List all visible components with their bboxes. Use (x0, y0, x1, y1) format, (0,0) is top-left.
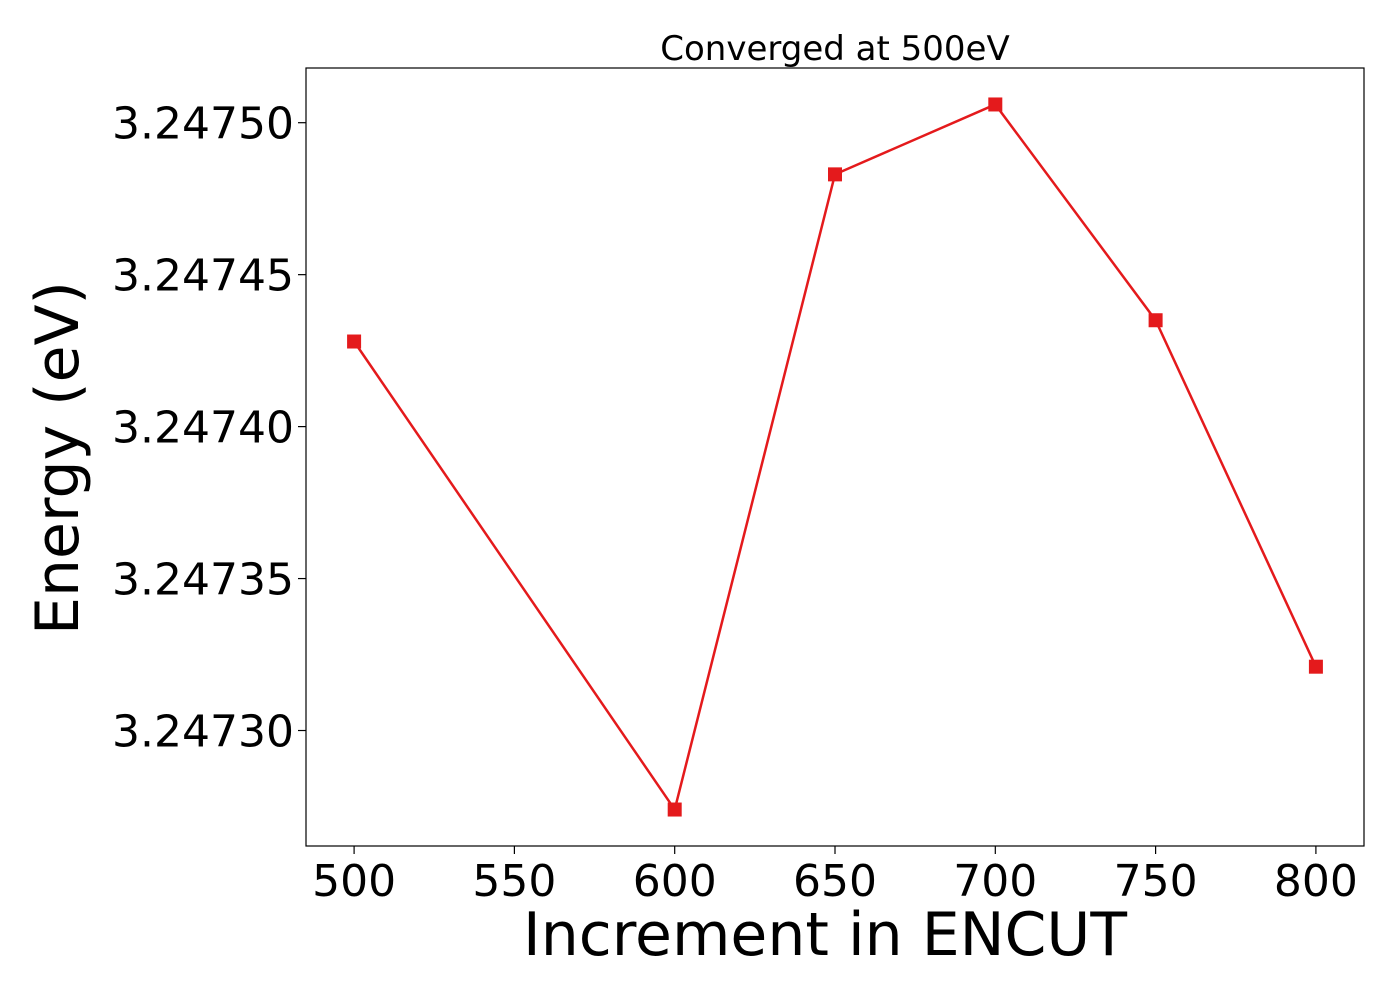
x-axis-label: Increment in ENCUT (523, 900, 1127, 970)
y-tick-label: 3.24740 (112, 403, 294, 454)
y-tick-label: 3.24745 (112, 251, 294, 302)
data-point-marker (667, 802, 682, 817)
x-tick-label: 700 (953, 856, 1037, 907)
y-axis-label: Energy (eV) (23, 281, 93, 635)
chart-title: Converged at 500eV (660, 29, 1009, 69)
x-tick-label: 500 (312, 856, 396, 907)
series-line (353, 102, 1318, 813)
series-energy (347, 97, 1323, 817)
y-tick-label: 3.24730 (112, 707, 294, 758)
x-tick-label: 650 (793, 856, 877, 907)
data-point-marker (1148, 313, 1163, 328)
x-tick-label: 600 (633, 856, 717, 907)
x-tick-label: 800 (1274, 856, 1358, 907)
x-tick-label: 550 (472, 856, 556, 907)
data-point-marker (988, 97, 1003, 112)
x-tick-label: 750 (1114, 856, 1198, 907)
y-tick-label: 3.24750 (112, 99, 294, 150)
x-axis: 500 550 600 650 700 750 800 (312, 846, 1358, 907)
data-point-marker (828, 167, 842, 182)
data-point-marker (1308, 659, 1323, 674)
y-tick-label: 3.24735 (112, 555, 294, 606)
plot-area-frame (305, 67, 1365, 847)
data-point-marker (347, 334, 362, 349)
y-axis: 3.24730 3.24735 3.24740 3.24745 3.24750 (112, 99, 306, 758)
